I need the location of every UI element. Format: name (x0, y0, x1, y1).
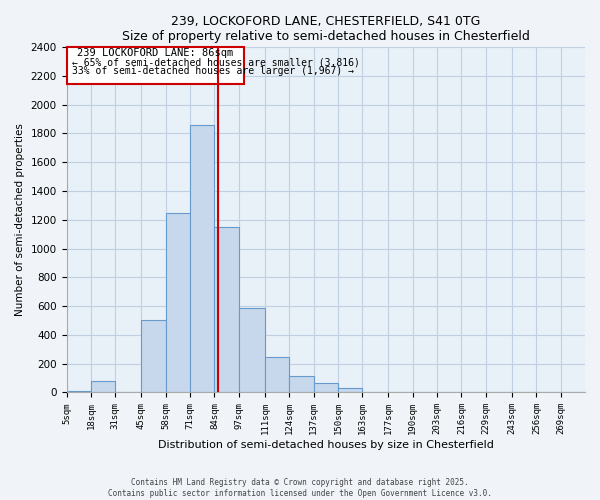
Bar (265, 357, 289, 392)
Y-axis label: Number of semi-detached properties: Number of semi-detached properties (15, 124, 25, 316)
Bar (214, 227, 239, 392)
Bar (314, 383, 338, 392)
X-axis label: Distribution of semi-detached houses by size in Chesterfield: Distribution of semi-detached houses by … (158, 440, 494, 450)
Bar (338, 388, 362, 392)
Bar (142, 320, 166, 392)
Bar (289, 376, 314, 392)
Text: ← 65% of semi-detached houses are smaller (3,816): ← 65% of semi-detached houses are smalle… (72, 58, 360, 68)
Bar (239, 308, 265, 392)
Text: 33% of semi-detached houses are larger (1,967) →: 33% of semi-detached houses are larger (… (72, 66, 354, 76)
FancyBboxPatch shape (67, 47, 244, 84)
Bar (166, 212, 190, 392)
Bar (91, 381, 115, 392)
Bar (190, 124, 214, 392)
Text: 239 LOCKOFORD LANE: 86sqm: 239 LOCKOFORD LANE: 86sqm (77, 48, 233, 58)
Title: 239, LOCKOFORD LANE, CHESTERFIELD, S41 0TG
Size of property relative to semi-det: 239, LOCKOFORD LANE, CHESTERFIELD, S41 0… (122, 15, 530, 43)
Bar (67, 391, 91, 392)
Text: Contains HM Land Registry data © Crown copyright and database right 2025.
Contai: Contains HM Land Registry data © Crown c… (108, 478, 492, 498)
